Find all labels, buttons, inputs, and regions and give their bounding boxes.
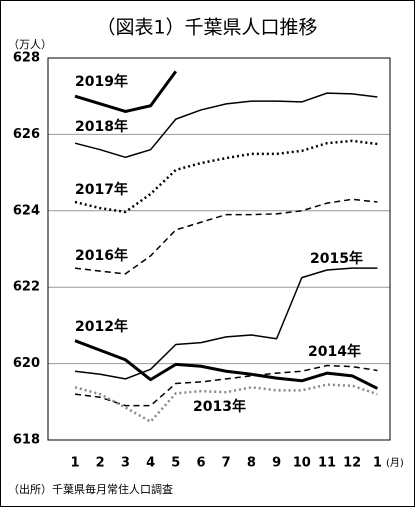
x-tick-label: 3 [121,456,130,471]
x-tick-label: 7 [222,456,231,471]
series-line [74,139,378,214]
y-tick-label: 624 [13,203,40,218]
y-tick-label: 620 [13,356,40,371]
chart-title: （図表1）千葉県人口推移 [96,17,317,39]
y-tick-label: 622 [13,280,40,295]
series-line [74,70,178,113]
x-tick-label: 4 [146,456,155,471]
source: （出所）千葉県毎月常住人口調査 [8,482,173,496]
series-label: 2018年 [75,118,128,135]
series-label: 2015年 [310,250,363,267]
series-label: 2019年 [75,73,128,90]
x-tick-label: 6 [196,456,205,471]
x-tick-label: 8 [247,456,256,471]
x-unit: (月) [386,457,404,469]
series-label: 2013年 [193,398,246,415]
plot-border [47,57,391,441]
x-tick-label: 12 [343,456,361,471]
series-line [74,198,378,275]
series-label: 2017年 [75,181,128,198]
series-line [74,267,378,380]
series-line [74,92,378,159]
y-tick-label: 628 [13,51,40,66]
x-tick-label: 1 [70,456,79,471]
x-tick-label: 11 [318,456,336,471]
x-tick-label: 9 [272,456,281,471]
series-line [74,364,378,407]
y-tick-label: 626 [13,127,40,142]
x-tick-label: 10 [293,456,311,471]
series-line [74,339,379,390]
x-tick-label: 1 [373,456,382,471]
series-label: 2012年 [75,318,128,335]
series-line [74,383,378,423]
y-unit: （万人） [8,38,52,51]
x-tick-label: 5 [171,456,180,471]
x-tick-label: 2 [96,456,105,471]
series-label: 2016年 [75,247,128,264]
y-tick-label: 618 [13,433,40,448]
series-label: 2014年 [308,343,361,360]
